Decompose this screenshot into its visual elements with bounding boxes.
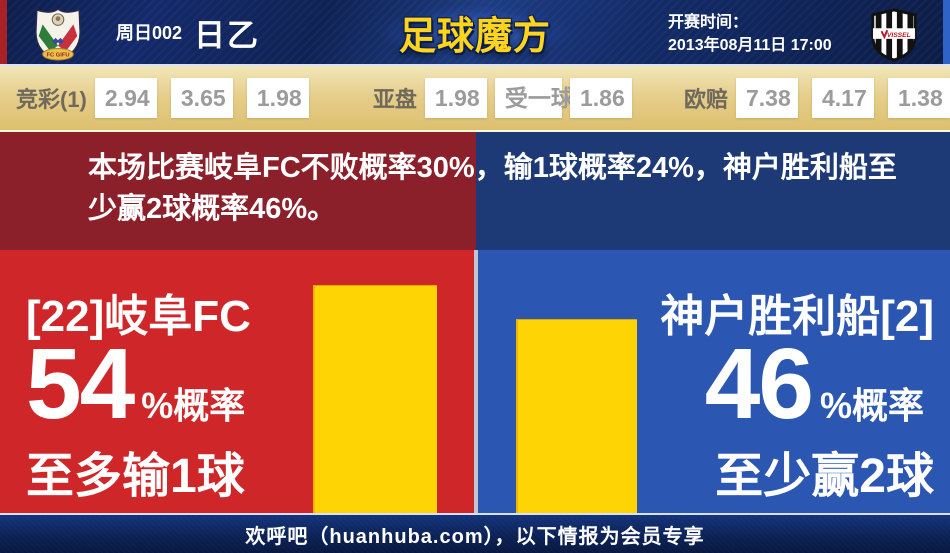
away-probability: 46 %概率	[705, 334, 924, 434]
footer-bar: 欢呼吧（huanhuba.com），以下情报为会员专享	[0, 513, 950, 553]
away-probability-value: 46	[704, 328, 814, 440]
home-crest-label: FC GIFU	[46, 53, 69, 59]
left-edge-stripe	[0, 0, 7, 64]
away-outcome-text: 至少赢2球	[715, 450, 934, 503]
home-probability-suffix: %概率	[141, 385, 246, 426]
away-probability-bar	[516, 319, 637, 513]
oupei-label: 欧赔	[683, 87, 728, 112]
right-edge-stripe	[943, 0, 950, 64]
header-bar: FC GIFU 周日002 日乙 足球魔方 开赛时间： 2013年08月11日 …	[0, 0, 950, 66]
jingcai-draw-odds: 3.65	[170, 78, 233, 118]
away-team-crest-icon: VISSEL	[868, 7, 920, 68]
probability-comparison: [22]岐阜FC 54 %概率 至多输1球 神户胜利船[2] 46 %概率 至少…	[0, 250, 950, 513]
banner-red-half	[0, 132, 476, 250]
home-probability: 54 %概率	[26, 334, 245, 434]
yapan-label: 亚盘	[372, 87, 417, 112]
kickoff-label: 开赛时间：	[668, 14, 749, 31]
banner-blue-half	[476, 132, 950, 250]
match-label: 周日002 日乙	[116, 0, 260, 64]
yapan-handicap: 受一球/球半	[494, 78, 626, 118]
oupei-draw-odds: 4.17	[812, 78, 874, 118]
home-outcome-text: 至多输1球	[26, 450, 245, 503]
home-probability-value: 54	[26, 328, 135, 440]
yapan-home-odds: 1.98	[424, 78, 487, 118]
prediction-text: 本场比赛岐阜FC不败概率30%，输1球概率24%，神户胜利船至少赢2球概率46%…	[88, 152, 897, 226]
home-probability-bar	[313, 285, 437, 513]
home-team-panel: [22]岐阜FC 54 %概率 至多输1球	[0, 250, 474, 513]
away-team-name: 神户胜利船[2]	[660, 292, 934, 341]
footer-promo-text: 欢呼吧（huanhuba.com），以下情报为会员专享	[245, 525, 705, 548]
panel-divider	[474, 250, 478, 513]
odds-bar: 竞彩(1) 2.94 3.65 1.98 亚盘 1.98 受一球/球半 1.86…	[0, 66, 950, 132]
oupei-home-odds: 7.38	[736, 78, 798, 118]
oupei-away-odds: 1.38	[888, 78, 950, 118]
league-name: 日乙	[194, 17, 261, 53]
jingcai-away-odds: 1.98	[246, 78, 309, 118]
prediction-banner: 本场比赛岐阜FC不败概率30%，输1球概率24%，神户胜利船至少赢2球概率46%…	[0, 132, 950, 250]
jingcai-home-odds: 2.94	[94, 78, 157, 118]
kickoff-time-block: 开赛时间： 2013年08月11日 17:00	[668, 11, 832, 57]
brand-glow: 足球魔方	[340, 0, 610, 64]
away-team-panel: 神户胜利船[2] 46 %概率 至少赢2球	[478, 250, 950, 513]
jingcai-label: 竞彩(1)	[16, 87, 87, 112]
away-probability-suffix: %概率	[819, 385, 924, 426]
match-code: 周日002	[116, 23, 183, 43]
brand-logo: 足球魔方	[399, 14, 551, 58]
yapan-away-odds: 1.86	[569, 78, 632, 118]
away-crest-label: VISSEL	[887, 32, 911, 39]
home-team-crest-icon: FC GIFU	[32, 7, 84, 68]
home-team-name: [22]岐阜FC	[26, 292, 251, 341]
kickoff-value: 2013年08月11日 17:00	[668, 37, 832, 55]
